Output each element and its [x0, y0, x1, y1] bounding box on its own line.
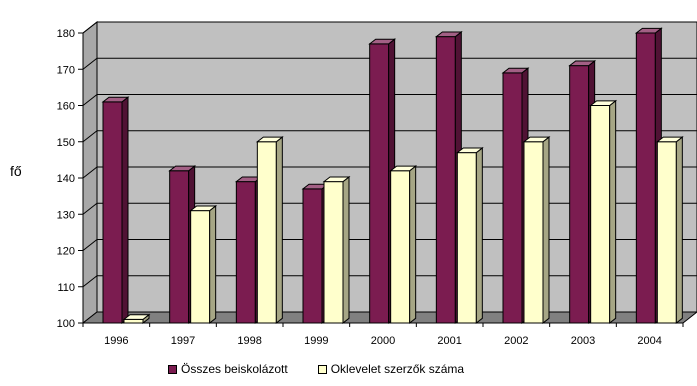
chart-bars [101, 27, 684, 325]
x-tick-label: 2002 [504, 335, 528, 347]
bar-top [122, 314, 151, 320]
gridline-side [82, 239, 98, 251]
x-tick-label: 1999 [304, 335, 328, 347]
bar-top [189, 205, 218, 212]
bar-top [589, 100, 618, 106]
bar-side [542, 136, 550, 325]
y-tick-label: 100 [57, 318, 75, 330]
bar-series-2-2004 [655, 136, 684, 325]
bar-front [635, 32, 656, 324]
gridline-side [82, 21, 98, 34]
x-tick-label: 2001 [437, 335, 461, 347]
bar-top [434, 31, 463, 38]
gridline-side [82, 94, 98, 106]
bar-side [675, 136, 683, 325]
bar-series-2-1998 [255, 136, 284, 325]
bar-series-2-2003 [589, 99, 618, 325]
y-axis-label: fő [10, 163, 22, 179]
x-tick-label: 1997 [171, 335, 195, 347]
legend-swatch-series-1 [168, 364, 177, 374]
bar-front [435, 36, 456, 324]
bar-front [369, 43, 390, 324]
bar-series-2-2000 [389, 165, 418, 325]
bar-side [475, 146, 483, 325]
x-tick-label: 1996 [104, 335, 128, 347]
y-tick-label: 140 [57, 173, 75, 185]
y-tick-label: 170 [57, 64, 75, 76]
legend-label-series-1: Összes beiskolázott [181, 362, 288, 376]
y-tick-label: 160 [57, 101, 75, 113]
bar-side [342, 175, 350, 325]
bar-front [190, 210, 211, 324]
bar-series-2-1996 [122, 313, 151, 325]
bar-series-2-1999 [322, 175, 351, 325]
bar-top [255, 136, 284, 143]
bar-side [209, 204, 217, 325]
bar-top [501, 67, 530, 74]
bar-front [656, 141, 677, 324]
gridline-side [82, 202, 98, 215]
bar-top [568, 60, 597, 67]
gridline-side [82, 130, 98, 143]
bar-front [456, 152, 477, 324]
legend-swatch-series-2 [317, 364, 327, 374]
bar-top [634, 27, 663, 34]
bar-top [655, 136, 684, 143]
x-tick-label: 2003 [571, 335, 595, 347]
bar-top [389, 165, 418, 172]
y-tick-label: 110 [57, 282, 75, 294]
bar-series-2-2001 [455, 146, 484, 325]
y-tick-label: 120 [57, 246, 75, 258]
bar-top [368, 38, 397, 45]
bar-side [121, 96, 129, 325]
bar-front [123, 318, 144, 324]
bar-front [256, 141, 277, 324]
bar-side [275, 136, 283, 325]
gridline-side [82, 166, 98, 179]
bar-side [609, 99, 617, 325]
y-tick-label: 130 [57, 209, 75, 221]
bar-series-2-1997 [189, 204, 218, 325]
bar-series-2-2002 [522, 136, 551, 325]
bar-side [409, 165, 417, 325]
bar-series-1-1996 [101, 96, 130, 325]
bar-front [390, 170, 411, 324]
x-tick-label: 2000 [371, 335, 395, 347]
legend-item-series-1: Összes beiskolázott [168, 362, 288, 376]
x-tick-label: 1998 [237, 335, 261, 347]
bar-front [235, 181, 256, 324]
bar-top [168, 165, 197, 172]
bar-front [523, 141, 544, 324]
gridline-side [82, 275, 98, 288]
bar-front [323, 181, 344, 324]
bar-top [322, 176, 351, 183]
bar-front [302, 188, 323, 324]
bar-front [590, 105, 611, 324]
legend-label-series-2: Oklevelet szerzők száma [330, 362, 465, 376]
legend-item-series-2: Oklevelet szerzők száma [317, 362, 465, 376]
bar-front [102, 101, 123, 324]
bar-top [522, 136, 551, 143]
bar-top [455, 147, 484, 154]
chart-legend: Összes beiskolázott Oklevelet szerzők sz… [168, 362, 464, 376]
bar-front [569, 65, 590, 324]
bar-front [169, 170, 190, 324]
chart-axes: 100 110 120 130 140 150 160 170 180 1996 1997 1998 1… [57, 28, 684, 347]
x-tick-label: 2004 [637, 335, 661, 347]
bar-top [101, 96, 130, 103]
y-tick-label: 180 [57, 28, 75, 40]
y-tick-label: 150 [57, 137, 75, 149]
gridline-side [82, 57, 98, 70]
bar-front [502, 72, 523, 324]
